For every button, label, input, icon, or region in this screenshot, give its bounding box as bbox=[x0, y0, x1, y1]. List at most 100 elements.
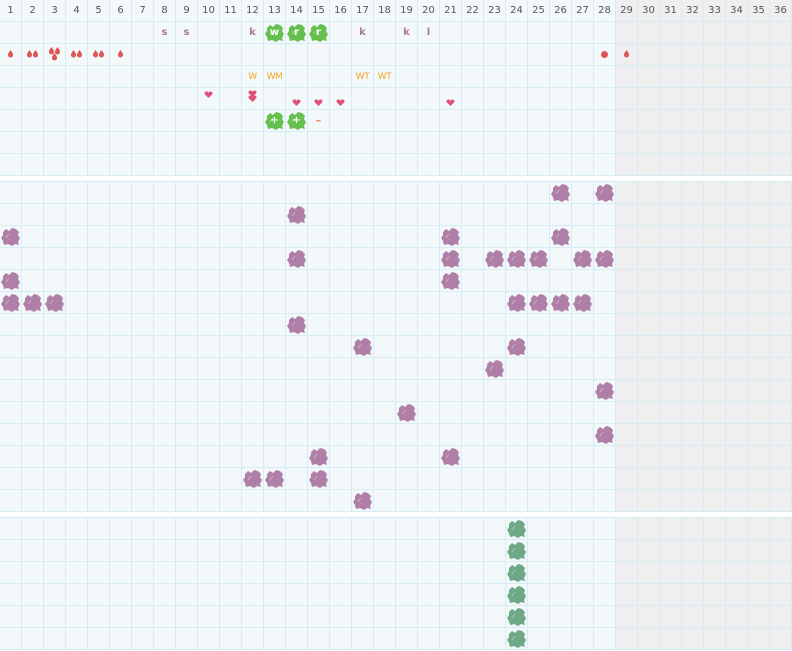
day-cell[interactable] bbox=[396, 226, 418, 248]
day-cell[interactable] bbox=[198, 446, 220, 468]
day-cell[interactable] bbox=[594, 584, 616, 606]
day-cell[interactable] bbox=[220, 380, 242, 402]
day-cell[interactable] bbox=[286, 292, 308, 314]
day-cell[interactable] bbox=[22, 562, 44, 584]
day-cell[interactable] bbox=[110, 518, 132, 540]
day-cell[interactable] bbox=[330, 248, 352, 270]
day-cell[interactable] bbox=[638, 88, 660, 110]
day-cell[interactable] bbox=[0, 490, 22, 512]
day-cell[interactable] bbox=[242, 606, 264, 628]
day-cell[interactable] bbox=[374, 518, 396, 540]
day-cell[interactable] bbox=[330, 490, 352, 512]
day-cell[interactable] bbox=[528, 44, 550, 66]
day-cell[interactable] bbox=[660, 336, 682, 358]
day-cell[interactable] bbox=[286, 44, 308, 66]
day-cell[interactable] bbox=[198, 270, 220, 292]
day-cell[interactable] bbox=[88, 226, 110, 248]
day-cell[interactable] bbox=[0, 468, 22, 490]
day-cell[interactable] bbox=[638, 226, 660, 248]
day-cell[interactable] bbox=[418, 468, 440, 490]
day-cell[interactable] bbox=[154, 226, 176, 248]
day-cell[interactable] bbox=[660, 490, 682, 512]
day-cell[interactable] bbox=[462, 562, 484, 584]
day-cell[interactable] bbox=[440, 606, 462, 628]
day-cell[interactable] bbox=[682, 204, 704, 226]
day-cell[interactable] bbox=[308, 292, 330, 314]
day-cell[interactable] bbox=[726, 606, 748, 628]
day-cell[interactable] bbox=[770, 606, 792, 628]
day-cell[interactable] bbox=[770, 490, 792, 512]
day-cell[interactable] bbox=[22, 132, 44, 154]
day-cell[interactable] bbox=[396, 628, 418, 650]
day-cell[interactable] bbox=[506, 270, 528, 292]
day-cell[interactable] bbox=[396, 518, 418, 540]
day-cell[interactable] bbox=[638, 380, 660, 402]
day-cell[interactable] bbox=[44, 336, 66, 358]
day-cell[interactable] bbox=[220, 314, 242, 336]
day-cell[interactable] bbox=[418, 132, 440, 154]
day-cell[interactable] bbox=[264, 270, 286, 292]
day-cell[interactable] bbox=[396, 584, 418, 606]
day-cell[interactable] bbox=[110, 336, 132, 358]
day-cell[interactable] bbox=[176, 314, 198, 336]
day-cell[interactable] bbox=[418, 110, 440, 132]
day-cell[interactable] bbox=[528, 606, 550, 628]
day-cell[interactable] bbox=[440, 270, 462, 292]
day-cell[interactable] bbox=[44, 358, 66, 380]
day-cell[interactable] bbox=[198, 562, 220, 584]
day-cell[interactable] bbox=[528, 204, 550, 226]
day-cell[interactable] bbox=[220, 402, 242, 424]
day-cell[interactable] bbox=[660, 154, 682, 176]
day-cell[interactable] bbox=[484, 336, 506, 358]
day-cell[interactable] bbox=[484, 182, 506, 204]
day-cell[interactable] bbox=[44, 44, 66, 66]
day-cell[interactable] bbox=[22, 446, 44, 468]
day-cell[interactable] bbox=[506, 380, 528, 402]
day-cell[interactable] bbox=[418, 204, 440, 226]
day-cell[interactable] bbox=[396, 490, 418, 512]
day-cell[interactable] bbox=[352, 270, 374, 292]
day-cell[interactable] bbox=[418, 540, 440, 562]
day-cell[interactable] bbox=[110, 132, 132, 154]
day-cell[interactable] bbox=[396, 292, 418, 314]
day-cell[interactable] bbox=[44, 490, 66, 512]
day-cell[interactable] bbox=[506, 562, 528, 584]
day-cell[interactable] bbox=[748, 424, 770, 446]
day-cell[interactable] bbox=[528, 446, 550, 468]
day-cell[interactable] bbox=[528, 88, 550, 110]
day-cell[interactable] bbox=[22, 628, 44, 650]
day-cell[interactable] bbox=[726, 44, 748, 66]
day-cell[interactable] bbox=[462, 628, 484, 650]
day-cell[interactable] bbox=[462, 402, 484, 424]
day-cell[interactable] bbox=[44, 88, 66, 110]
day-cell[interactable] bbox=[198, 88, 220, 110]
day-cell[interactable] bbox=[484, 110, 506, 132]
day-cell[interactable] bbox=[550, 606, 572, 628]
day-cell[interactable] bbox=[440, 468, 462, 490]
day-cell[interactable] bbox=[352, 110, 374, 132]
day-cell[interactable] bbox=[176, 336, 198, 358]
day-cell[interactable] bbox=[110, 358, 132, 380]
day-cell[interactable] bbox=[484, 540, 506, 562]
day-cell[interactable] bbox=[638, 540, 660, 562]
day-cell[interactable] bbox=[638, 110, 660, 132]
day-cell[interactable] bbox=[726, 292, 748, 314]
day-cell[interactable] bbox=[572, 606, 594, 628]
day-cell[interactable] bbox=[110, 606, 132, 628]
day-cell[interactable] bbox=[308, 358, 330, 380]
day-cell[interactable] bbox=[440, 66, 462, 88]
day-cell[interactable] bbox=[308, 314, 330, 336]
day-cell[interactable] bbox=[660, 446, 682, 468]
day-cell[interactable] bbox=[220, 358, 242, 380]
day-cell[interactable] bbox=[528, 226, 550, 248]
day-cell[interactable] bbox=[704, 358, 726, 380]
day-cell[interactable] bbox=[440, 518, 462, 540]
day-cell[interactable] bbox=[550, 628, 572, 650]
day-cell[interactable] bbox=[528, 584, 550, 606]
day-cell[interactable] bbox=[572, 380, 594, 402]
day-cell[interactable] bbox=[110, 562, 132, 584]
day-cell[interactable] bbox=[352, 402, 374, 424]
day-cell[interactable] bbox=[660, 402, 682, 424]
day-cell[interactable] bbox=[396, 110, 418, 132]
day-cell[interactable] bbox=[638, 44, 660, 66]
